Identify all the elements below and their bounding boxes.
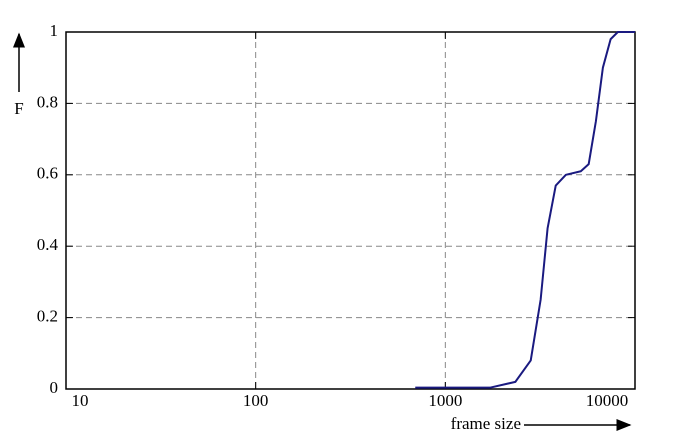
y-tick-label: 0 [50,378,59,397]
y-axis-label: F [14,99,23,118]
y-tick-label: 1 [50,21,59,40]
x-tick-label: 100 [243,391,269,410]
y-tick-label: 0.6 [37,164,58,183]
y-tick-label: 0.4 [37,235,59,254]
x-axis-label: frame size [451,414,521,433]
cdf-line [415,31,635,389]
x-tick-label: 10 [72,391,89,410]
x-tick-label: 1000 [428,391,462,410]
plot-frame [65,31,636,390]
x-tick-label: 10000 [586,391,629,410]
y-tick-label: 0.2 [37,307,58,326]
y-tick-label: 0.8 [37,92,58,111]
